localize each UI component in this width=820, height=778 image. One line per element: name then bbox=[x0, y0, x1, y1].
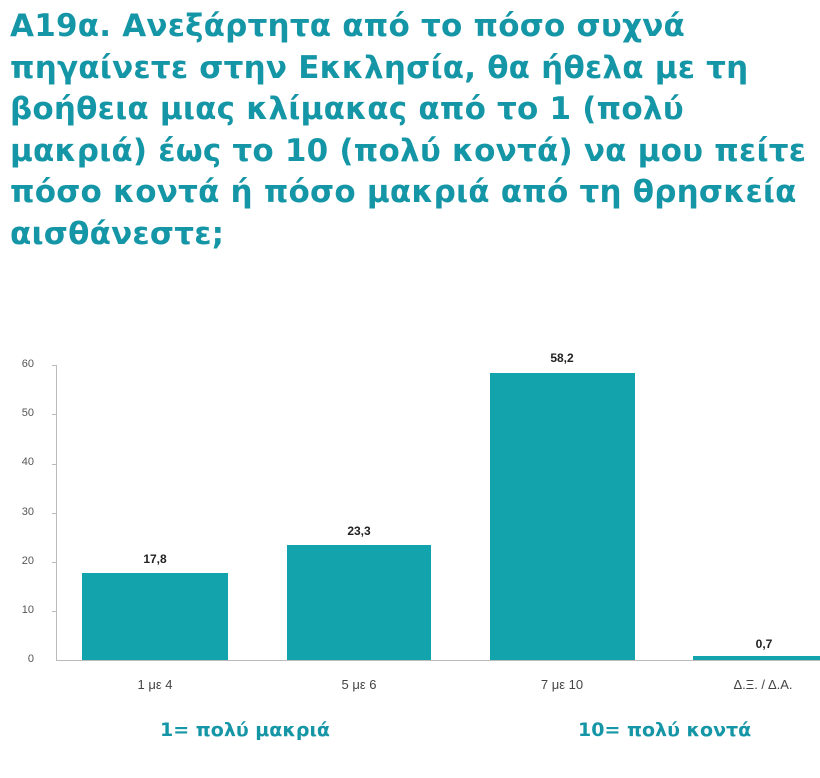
scale-note-close: 10= πολύ κοντά bbox=[578, 719, 752, 741]
x-label-dont-know: Δ.Ξ. / Δ.Α. bbox=[733, 677, 793, 692]
scale-note-far: 1= πολύ μακριά bbox=[160, 719, 330, 741]
value-label-1-to-4: 17,8 bbox=[143, 552, 167, 566]
y-tick-0: 0 bbox=[27, 653, 34, 665]
y-tick-20: 20 bbox=[21, 555, 34, 567]
bar-dont-know bbox=[693, 656, 820, 660]
y-tick-50: 50 bbox=[21, 407, 34, 419]
y-tick-mark bbox=[52, 562, 57, 563]
y-tick-mark bbox=[52, 365, 57, 366]
bar-5-to-6 bbox=[287, 545, 431, 660]
x-label-5-to-6: 5 με 6 bbox=[341, 677, 377, 692]
chart-title: Α19α. Ανεξάρτητα από το πόσο συχνά πηγαί… bbox=[10, 8, 807, 252]
y-tick-mark bbox=[52, 414, 57, 415]
y-tick-mark bbox=[52, 513, 57, 514]
bar-chart: 0 10 20 30 40 50 60 17,8 23,3 58,2 0,7 1… bbox=[0, 340, 820, 760]
bar-7-to-10 bbox=[490, 373, 635, 660]
y-tick-40: 40 bbox=[21, 456, 34, 468]
y-tick-mark bbox=[52, 464, 57, 465]
value-label-7-to-10: 58,2 bbox=[550, 351, 574, 365]
y-tick-30: 30 bbox=[21, 506, 34, 518]
value-label-5-to-6: 23,3 bbox=[347, 524, 371, 538]
x-axis bbox=[56, 660, 820, 661]
y-tick-10: 10 bbox=[21, 604, 34, 616]
value-label-dont-know: 0,7 bbox=[755, 637, 773, 651]
y-tick-mark bbox=[52, 611, 57, 612]
y-tick-60: 60 bbox=[21, 358, 34, 370]
x-label-1-to-4: 1 με 4 bbox=[137, 677, 173, 692]
bar-1-to-4 bbox=[82, 573, 228, 660]
x-label-7-to-10: 7 με 10 bbox=[540, 677, 584, 692]
